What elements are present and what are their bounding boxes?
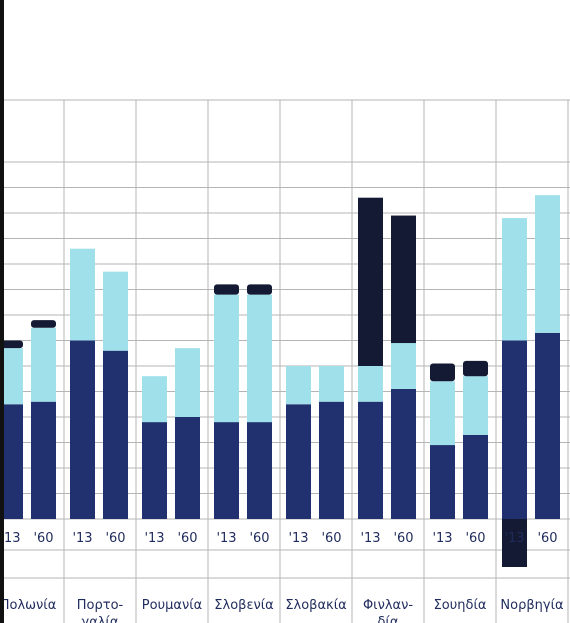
bar-segment-below-axis: [502, 519, 527, 567]
bar-segment-bottom: [142, 422, 167, 519]
bar-segment-bottom: [175, 417, 200, 519]
year-tick-label: '13: [0, 531, 20, 546]
year-tick-label: '13: [360, 531, 380, 546]
bar-segment-middle: [103, 271, 128, 351]
bar-segment-middle: [142, 376, 167, 423]
bar-segment-middle: [502, 218, 527, 341]
year-tick-label: '13: [216, 531, 236, 546]
year-tick-label: '13: [144, 531, 164, 546]
bar-segment-bottom: [247, 422, 272, 519]
country-label: Σουηδία: [434, 598, 487, 613]
country-label: Σλοβενία: [214, 598, 273, 613]
bar-segment-bottom: [103, 350, 128, 519]
country-label: Φινλαν-δία: [363, 598, 413, 623]
bar-segment-top: [247, 284, 272, 295]
bar-segment-bottom: [319, 401, 344, 519]
country-label-line: γαλία: [82, 615, 119, 623]
bar-segment-bottom: [358, 401, 383, 519]
bar-segment-middle: [0, 348, 23, 405]
country-label: Ρουμανία: [142, 598, 202, 613]
country-label-line: δία: [378, 615, 399, 623]
bar-segment-middle: [31, 327, 56, 402]
bar-segment-middle: [430, 381, 455, 446]
year-tick-label: '60: [465, 531, 485, 546]
bar-segment-top: [214, 284, 239, 295]
bar-segment-bottom: [0, 404, 23, 519]
bar-segment-bottom: [70, 340, 95, 519]
country-label-line: Πορτο-: [77, 598, 124, 613]
bar-segment-middle: [70, 248, 95, 341]
bar-segment-top: [31, 320, 56, 328]
country-label: Πορτο-γαλία: [77, 598, 124, 623]
bar-segment-middle: [247, 294, 272, 423]
country-label: Νορβηγία: [500, 598, 563, 613]
year-tick-label: '13: [288, 531, 308, 546]
year-tick-label: '60: [177, 531, 197, 546]
bar-segment-top: [358, 197, 383, 366]
bar-segment-bottom: [535, 332, 560, 519]
bar-segment-bottom: [31, 401, 56, 519]
left-edge-bar: [0, 0, 4, 623]
bar-segment-middle: [175, 348, 200, 417]
bar-segment-bottom: [430, 445, 455, 519]
year-tick-label: '60: [33, 531, 53, 546]
bar-segment-middle: [535, 195, 560, 333]
bar-segment-bottom: [502, 340, 527, 519]
bars-layer: [0, 195, 560, 567]
bar-segment-top: [0, 340, 23, 349]
country-label: Πολωνία: [0, 598, 56, 613]
bar-segment-bottom: [214, 422, 239, 519]
country-label-line: Φινλαν-: [363, 598, 413, 613]
year-tick-label: '60: [249, 531, 269, 546]
year-tick-label: '60: [537, 531, 557, 546]
bar-segment-bottom: [391, 388, 416, 519]
year-tick-label: '13: [432, 531, 452, 546]
year-tick-label: '60: [321, 531, 341, 546]
bar-segment-middle: [286, 366, 311, 405]
year-tick-label: '60: [105, 531, 125, 546]
country-label: Σλοβακία: [285, 598, 346, 613]
year-tick-label: '13: [504, 531, 524, 546]
bar-segment-middle: [214, 294, 239, 423]
labels-layer: '13 '60 Πολωνία '13 '60 Πορτο-γαλία '13 '60 Ρουμ…: [0, 531, 564, 623]
bar-segment-top: [430, 363, 455, 382]
bar-segment-bottom: [463, 434, 488, 519]
bar-segment-bottom: [286, 404, 311, 519]
year-tick-label: '13: [72, 531, 92, 546]
bar-segment-top: [463, 360, 488, 377]
bar-segment-middle: [463, 376, 488, 435]
year-tick-label: '60: [393, 531, 413, 546]
bar-segment-middle: [391, 343, 416, 389]
bar-segment-top: [391, 215, 416, 344]
bar-segment-middle: [319, 366, 344, 402]
bar-segment-middle: [358, 366, 383, 402]
